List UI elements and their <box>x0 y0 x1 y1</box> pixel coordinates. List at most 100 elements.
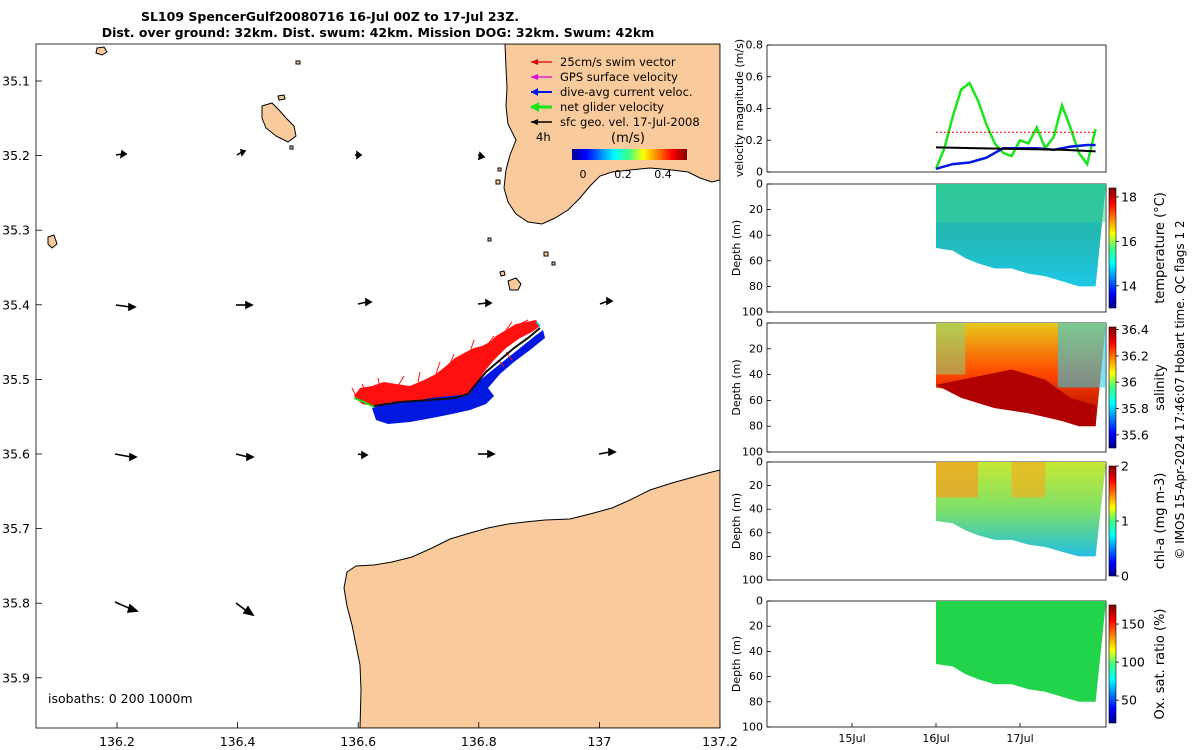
legend-entry-current: dive-avg current veloc. <box>531 85 693 99</box>
chla-high-patch <box>1011 462 1046 498</box>
section-panel-2: 0 20 40 60 80 100 Depth (m) 0 1 2 chl-a (mg m-3) <box>730 456 1168 587</box>
sfc-geo-arrows <box>114 148 617 617</box>
lon-tick-label: 137.2 <box>702 734 738 749</box>
island <box>261 102 297 143</box>
sfc-geo-track <box>373 327 541 407</box>
colorbar-tick-label: 50 <box>1121 693 1137 708</box>
colorbar-tick-label: 35.6 <box>1121 427 1149 442</box>
section-panel-0: 0 20 40 60 80 100 Depth (m) 14 16 18 temperature (… <box>730 178 1168 319</box>
legend-label-net: net glider velocity <box>560 100 664 114</box>
colorbar-label: chl-a (mg m-3) <box>1153 473 1168 570</box>
section-ylabel: Depth (m) <box>730 220 743 276</box>
salinity-core <box>936 369 1096 427</box>
swim-vector-track <box>354 320 540 406</box>
colorbar-tick-label: 36 <box>1121 375 1137 390</box>
section-panel-1: 0 20 40 60 80 100 Depth (m) 35.6 35.8 36 36.2 36.4 s… <box>730 317 1168 459</box>
section-colorbar <box>1108 465 1117 577</box>
label-4h: 4h <box>536 130 551 144</box>
colorbar-tick-label: 14 <box>1121 278 1137 293</box>
lat-tick-label: 35.1 <box>2 74 30 89</box>
map-axes-frame <box>35 43 721 729</box>
colorbar-tick-label: 16 <box>1121 234 1137 249</box>
velocity-series-sfc-geo-vel- <box>935 146 1096 153</box>
island <box>295 60 301 65</box>
section-ytick-label: 0 <box>756 456 763 469</box>
island <box>551 261 556 266</box>
section-ytick-label: 100 <box>742 306 763 319</box>
time-tick-label: 17Jul <box>1006 732 1033 745</box>
colorbar-title: (m/s) <box>611 131 645 146</box>
lon-tick-label: 136.6 <box>340 734 376 749</box>
island <box>507 277 522 291</box>
section-data-field <box>936 601 1106 702</box>
land-south <box>343 469 720 728</box>
time-xticks: 15Jul 16Jul 17Jul <box>838 723 1034 745</box>
land-north <box>503 44 720 225</box>
section-data-field <box>936 462 1106 557</box>
footer-note: © IMOS 15-Apr-2024 17:46:07 Hobart time.… <box>1173 220 1187 559</box>
legend-label-sfc: sfc geo. vel. 17-Jul-2008 <box>560 115 700 129</box>
lon-tick-label: 137 <box>587 734 611 749</box>
salinity-surface-patch <box>936 323 966 375</box>
island <box>95 46 108 56</box>
velocity-yticks: 0 0.2 0.4 0.6 0.8 <box>746 39 771 179</box>
legend-entry-swim: 25cm/s swim vector <box>531 55 676 69</box>
section-ytick-label: 20 <box>749 342 763 355</box>
section-ytick-label: 20 <box>749 203 763 216</box>
salinity-fresh-patch <box>1057 323 1106 388</box>
colorbar-tick-label: 36.4 <box>1121 322 1149 337</box>
colorbar-label: Ox. sat. ratio (%) <box>1153 609 1168 720</box>
section-ylabel: Depth (m) <box>730 359 743 415</box>
section-ytick-label: 80 <box>749 280 763 293</box>
velocity-ytick-label: 0 <box>756 166 763 179</box>
lat-tick-label: 35.2 <box>2 148 30 163</box>
section-ytick-label: 40 <box>749 503 763 516</box>
velocity-ytick-label: 0.4 <box>746 102 764 115</box>
velocity-ytick-label: 0.8 <box>746 39 764 52</box>
legend-entry-gps: GPS surface velocity <box>531 70 678 84</box>
island <box>289 145 294 150</box>
velocity-ytick-label: 0.2 <box>746 134 764 147</box>
colorbar-tick-label: 150 <box>1121 617 1145 632</box>
colorbar-tick-label: 18 <box>1121 189 1137 204</box>
colorbar-tick-label: 1 <box>1121 514 1129 529</box>
velocity-axes-frame <box>766 44 1107 173</box>
section-ytick-label: 80 <box>749 550 763 563</box>
section-colorbar <box>1108 326 1117 449</box>
section-ytick-label: 0 <box>756 317 763 330</box>
colorbar-tick-label: 2 <box>1121 459 1129 474</box>
section-ytick-label: 40 <box>749 645 763 658</box>
island <box>497 167 502 172</box>
section-ytick-label: 60 <box>749 526 763 539</box>
lon-tick-label: 136.8 <box>461 734 497 749</box>
island <box>495 179 501 185</box>
section-ytick-label: 40 <box>749 368 763 381</box>
section-panel-3: 0 20 40 60 80 100 Depth (m) 50 100 150 Ox. sat. ra… <box>730 595 1168 734</box>
colorbar-tick-label: 100 <box>1121 655 1145 670</box>
lat-tick-label: 35.8 <box>2 596 30 611</box>
chla-high-patch <box>936 462 978 498</box>
section-ylabel: Depth (m) <box>730 493 743 549</box>
red-vector-spikes <box>351 319 529 397</box>
glider-track <box>351 319 545 424</box>
island <box>47 234 58 249</box>
colorbar-label: salinity <box>1153 364 1168 411</box>
lon-tick-label: 136.2 <box>99 734 135 749</box>
colorbar-tick-label: 36.2 <box>1121 348 1149 363</box>
section-ytick-label: 60 <box>749 394 763 407</box>
lat-tick-label: 35.4 <box>2 297 30 312</box>
section-ytick-label: 80 <box>749 420 763 433</box>
title-line-1: SL109 SpencerGulf20080716 16-Jul 00Z to … <box>141 9 519 24</box>
section-ytick-label: 0 <box>756 595 763 608</box>
map-lon-ticks: 136.2 136.4 136.6 136.8 137 137.2 <box>99 722 738 749</box>
section-ytick-label: 60 <box>749 254 763 267</box>
velocity-series <box>934 81 1097 171</box>
velocity-ylabel: velocity magnitude (m/s) <box>733 39 746 177</box>
lat-tick-label: 35.7 <box>2 521 30 536</box>
island <box>487 237 492 242</box>
lat-tick-label: 35.5 <box>2 372 30 387</box>
lat-tick-label: 35.9 <box>2 670 30 685</box>
colorbar-tick-label: 35.8 <box>1121 401 1149 416</box>
legend-entry-net: net glider velocity <box>530 100 664 114</box>
